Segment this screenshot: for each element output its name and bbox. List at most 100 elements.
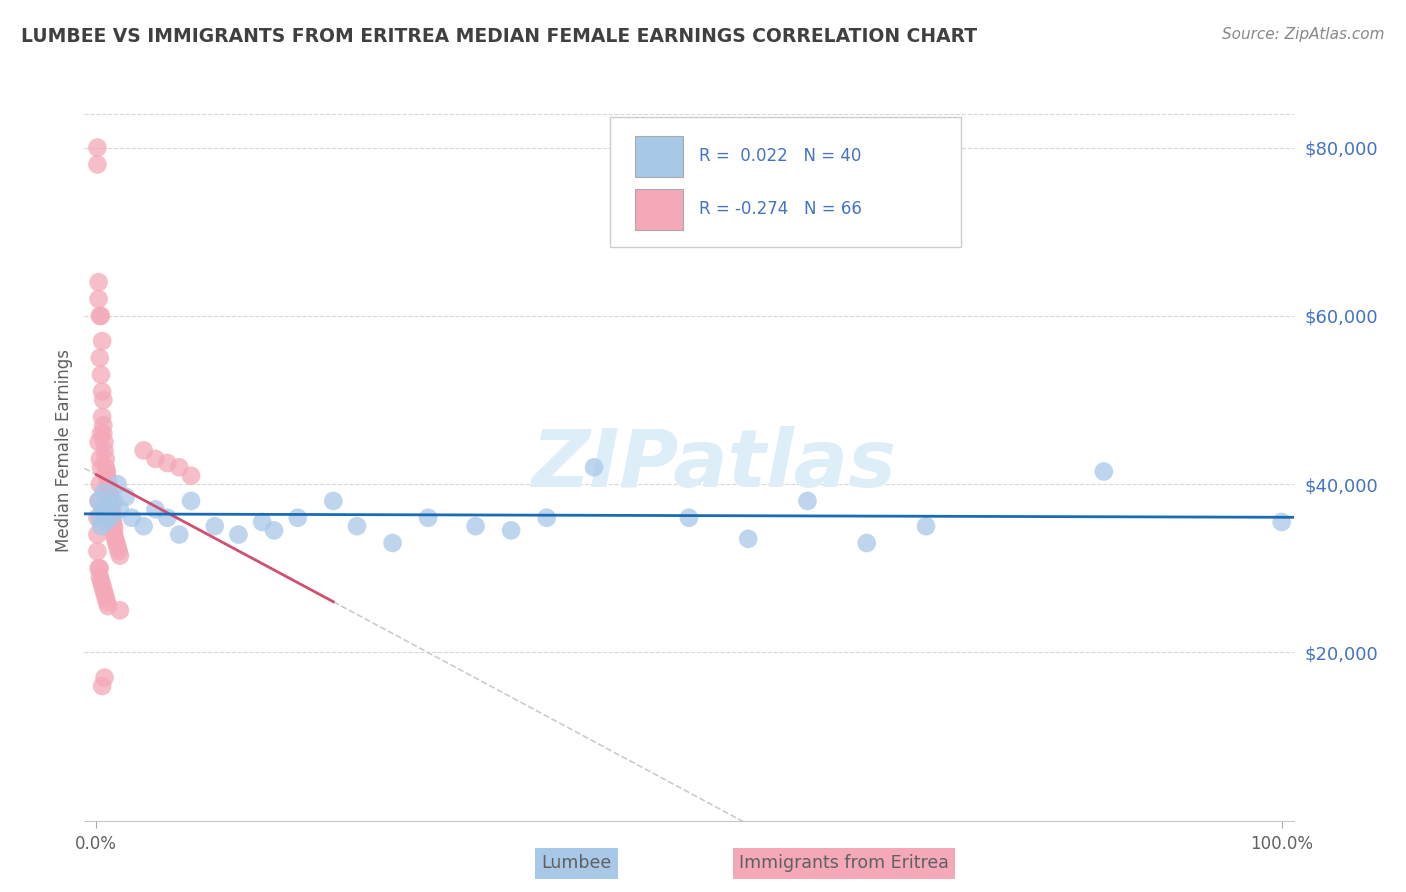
Point: [91, 426, 114, 441]
Point: [167, 460, 190, 475]
Point: [105, 536, 128, 550]
Point: [87, 292, 110, 306]
Point: [89, 569, 111, 583]
Point: [96, 468, 118, 483]
Point: [107, 477, 129, 491]
Point: [100, 502, 122, 516]
Point: [97, 599, 120, 613]
Text: R =  0.022   N = 40: R = 0.022 N = 40: [699, 147, 860, 165]
Point: [101, 515, 124, 529]
Text: Lumbee: Lumbee: [541, 855, 612, 872]
Point: [103, 519, 125, 533]
Point: [100, 494, 122, 508]
Point: [91, 384, 114, 399]
Point: [167, 527, 190, 541]
Point: [91, 418, 114, 433]
Point: [91, 502, 114, 516]
Point: [100, 498, 122, 512]
Point: [132, 519, 155, 533]
Point: [180, 468, 202, 483]
Point: [90, 574, 112, 588]
Point: [93, 671, 115, 685]
Point: [103, 524, 125, 538]
Point: [86, 510, 108, 524]
Point: [98, 485, 121, 500]
Point: [98, 490, 121, 504]
Bar: [634, 136, 683, 177]
Point: [145, 502, 167, 516]
Point: [87, 494, 110, 508]
Point: [101, 510, 124, 524]
Point: [89, 351, 111, 365]
Text: ZIPatlas: ZIPatlas: [530, 426, 896, 504]
Point: [90, 309, 112, 323]
Point: [91, 409, 114, 424]
Point: [93, 507, 115, 521]
Point: [855, 536, 877, 550]
Point: [583, 460, 606, 475]
Point: [96, 498, 118, 512]
Point: [536, 510, 558, 524]
Point: [86, 157, 108, 171]
Point: [93, 435, 115, 450]
Point: [418, 510, 440, 524]
Point: [1092, 465, 1115, 479]
Point: [86, 544, 108, 558]
Point: [90, 460, 112, 475]
Point: [915, 519, 938, 533]
Y-axis label: Median Female Earnings: Median Female Earnings: [55, 349, 73, 552]
Point: [204, 519, 226, 533]
Point: [796, 494, 818, 508]
Point: [87, 435, 110, 450]
Point: [86, 140, 108, 154]
Point: [93, 443, 115, 458]
Point: [121, 510, 143, 524]
Point: [100, 507, 122, 521]
Point: [108, 549, 131, 563]
Point: [89, 561, 111, 575]
Point: [87, 561, 110, 575]
Text: R = -0.274   N = 66: R = -0.274 N = 66: [699, 200, 862, 219]
Point: [104, 532, 127, 546]
Point: [94, 451, 117, 466]
Point: [89, 510, 111, 524]
Point: [103, 527, 125, 541]
Point: [96, 595, 118, 609]
Point: [87, 275, 110, 289]
Point: [180, 494, 202, 508]
Point: [93, 586, 115, 600]
Point: [97, 494, 120, 508]
Point: [107, 540, 129, 554]
Point: [97, 473, 120, 487]
Point: [91, 679, 114, 693]
Point: [678, 510, 700, 524]
Point: [89, 451, 111, 466]
Point: [87, 494, 110, 508]
Point: [263, 524, 285, 538]
Point: [94, 591, 117, 605]
Point: [90, 519, 112, 533]
Text: LUMBEE VS IMMIGRANTS FROM ERITREA MEDIAN FEMALE EARNINGS CORRELATION CHART: LUMBEE VS IMMIGRANTS FROM ERITREA MEDIAN…: [21, 27, 977, 45]
Point: [107, 544, 129, 558]
Point: [287, 510, 309, 524]
Point: [89, 309, 111, 323]
Point: [91, 578, 114, 592]
Bar: [634, 189, 683, 230]
Point: [737, 532, 759, 546]
Point: [97, 477, 120, 491]
Point: [228, 527, 250, 541]
Point: [94, 460, 117, 475]
Point: [501, 524, 523, 538]
Point: [464, 519, 486, 533]
Text: Source: ZipAtlas.com: Source: ZipAtlas.com: [1222, 27, 1385, 42]
Point: [322, 494, 344, 508]
Point: [90, 426, 112, 441]
FancyBboxPatch shape: [610, 117, 962, 247]
Point: [91, 485, 114, 500]
Point: [100, 510, 122, 524]
Point: [89, 477, 111, 491]
Point: [346, 519, 368, 533]
Point: [156, 510, 179, 524]
Point: [94, 515, 117, 529]
Point: [103, 494, 125, 508]
